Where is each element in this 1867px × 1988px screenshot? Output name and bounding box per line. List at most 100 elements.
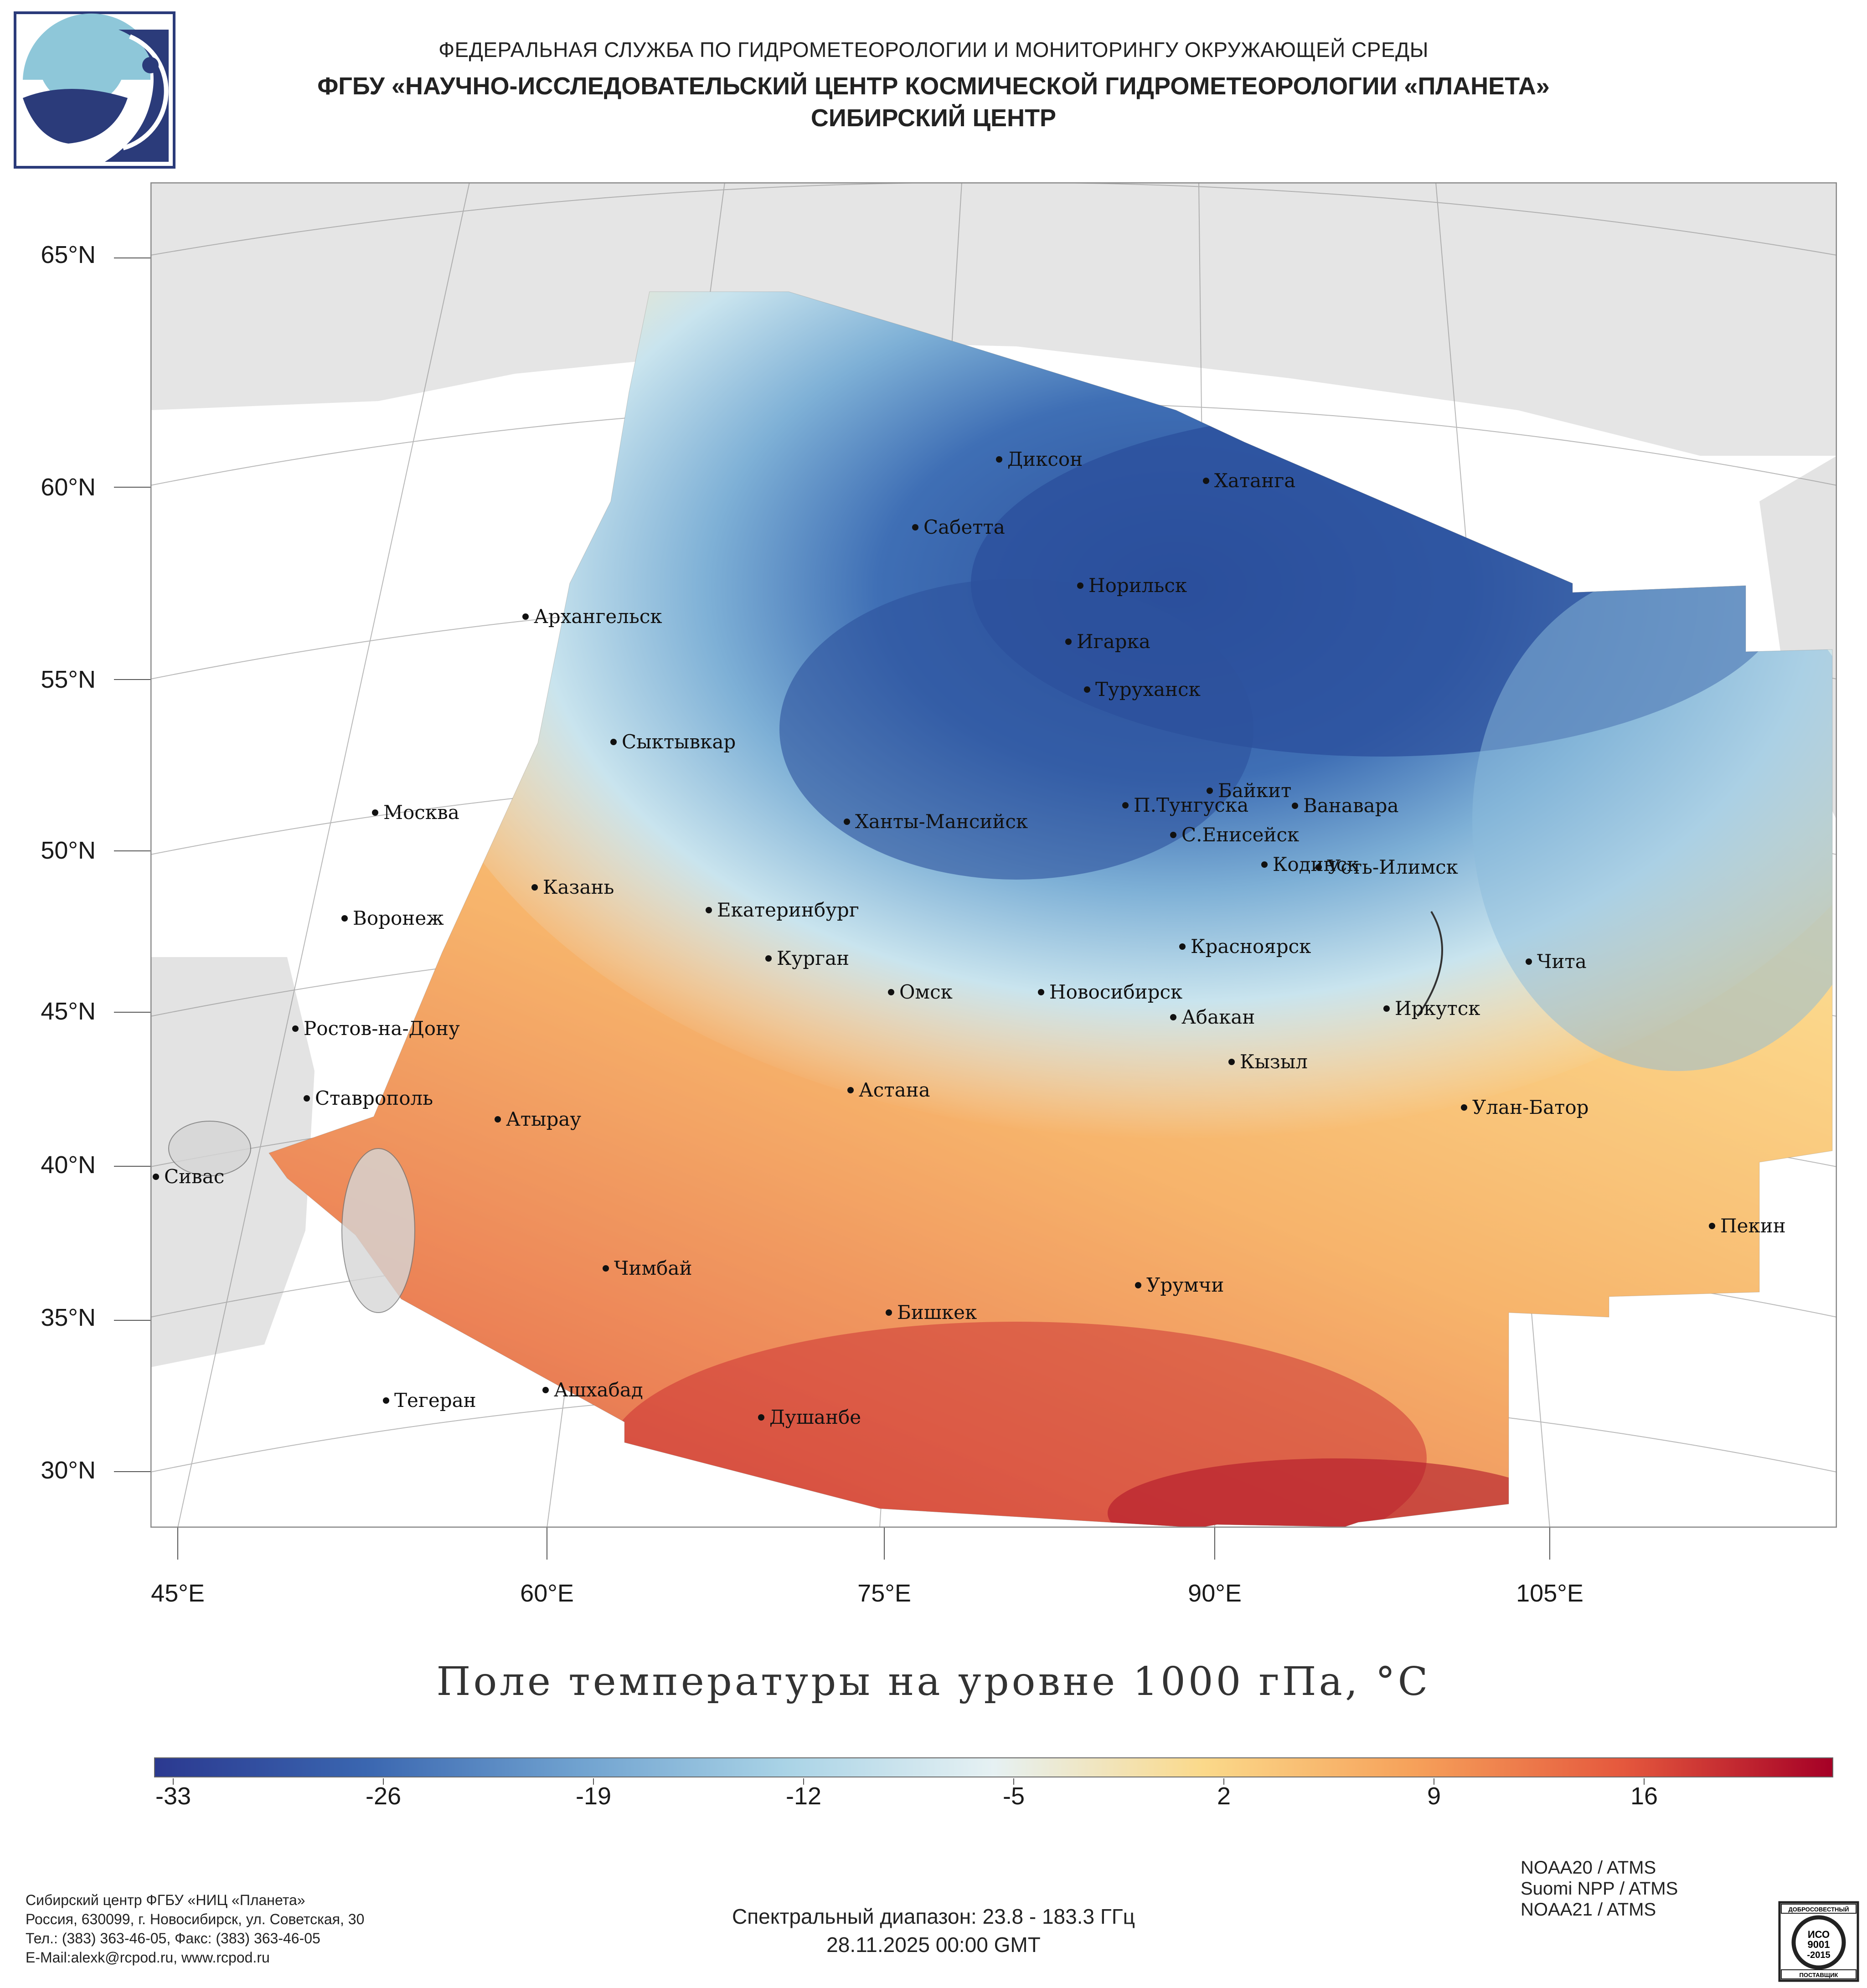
header-agency: ФЕДЕРАЛЬНАЯ СЛУЖБА ПО ГИДРОМЕТЕОРОЛОГИИ … xyxy=(438,38,1429,62)
city-dot xyxy=(1077,582,1083,589)
city-label: Абакан xyxy=(1181,1006,1255,1028)
city-dot xyxy=(1383,1005,1390,1012)
city-marker: Курган xyxy=(765,947,849,969)
city-dot xyxy=(1203,478,1209,484)
city-dot xyxy=(1207,788,1213,794)
svg-text:-2015: -2015 xyxy=(1807,1950,1830,1960)
colorbar-tick-label: -12 xyxy=(785,1782,822,1810)
city-dot xyxy=(542,1387,549,1393)
city-dot xyxy=(153,1174,159,1180)
city-label: Игарка xyxy=(1077,630,1150,653)
iso-certificate-stamp: ДОБРОСОВЕСТНЫЙ ИСО 9001 -2015 ПОСТАВЩИК xyxy=(1778,1901,1859,1982)
city-dot xyxy=(341,915,348,922)
colorbar-tick xyxy=(1644,1778,1645,1785)
city-label: Казань xyxy=(543,876,614,898)
city-label: Норильск xyxy=(1088,574,1187,597)
city-label: Урумчи xyxy=(1146,1274,1224,1296)
city-dot xyxy=(292,1025,299,1032)
city-label: Ашхабад xyxy=(554,1379,643,1401)
lon-label-60: 60°E xyxy=(520,1580,574,1607)
city-label: Диксон xyxy=(1007,448,1083,470)
city-dot xyxy=(996,456,1002,463)
city-label: Астана xyxy=(859,1079,930,1101)
city-label: Омск xyxy=(899,981,953,1003)
svg-text:9001: 9001 xyxy=(1808,1939,1830,1950)
city-dot xyxy=(1228,1059,1235,1065)
city-label: Ростов-на-Дону xyxy=(304,1017,460,1040)
city-dot xyxy=(304,1095,310,1102)
city-marker: Туруханск xyxy=(1084,678,1201,700)
lon-label-90: 90°E xyxy=(1188,1580,1242,1607)
colorbar-tick-label: -19 xyxy=(575,1782,612,1810)
colorbar-tick-label: -33 xyxy=(155,1782,191,1810)
city-marker: Сивас xyxy=(153,1165,224,1188)
svg-text:ДОБРОСОВЕСТНЫЙ: ДОБРОСОВЕСТНЫЙ xyxy=(1788,1906,1849,1913)
city-label: Тегеран xyxy=(394,1389,476,1411)
city-label: С.Енисейск xyxy=(1181,824,1299,846)
city-label: П.Тунгуска xyxy=(1134,794,1248,816)
lat-label-55: 55°N xyxy=(41,666,96,693)
city-marker: С.Енисейск xyxy=(1170,824,1299,846)
svg-text:ПОСТАВЩИК: ПОСТАВЩИК xyxy=(1800,1972,1838,1978)
city-marker: П.Тунгуска xyxy=(1122,794,1248,816)
org-line: Тел.: (383) 363-46-05, Факс: (383) 363-4… xyxy=(26,1930,320,1947)
city-marker: Сабетта xyxy=(912,516,1005,538)
city-dot xyxy=(1526,958,1532,965)
city-marker: Тегеран xyxy=(383,1389,476,1411)
city-markers: Диксон Хатанга Сабетта Норильск Архангельск И… xyxy=(153,448,1786,1428)
city-label: Москва xyxy=(383,801,459,824)
city-marker: Чита xyxy=(1526,950,1587,973)
city-marker: Усть-Илимск xyxy=(1315,856,1458,878)
lat-label-50: 50°N xyxy=(41,837,96,864)
org-line: Россия, 630099, г. Новосибирск, ул. Сове… xyxy=(26,1911,365,1927)
lat-label-45: 45°N xyxy=(41,998,96,1025)
colorbar xyxy=(154,1757,1833,1777)
city-dot xyxy=(1135,1282,1141,1288)
city-label: Хатанга xyxy=(1214,469,1295,492)
city-dot xyxy=(1292,803,1298,809)
city-dot xyxy=(1179,943,1186,950)
city-marker: Новосибирск xyxy=(1038,981,1182,1003)
city-dot xyxy=(1065,639,1072,645)
lon-label-105: 105°E xyxy=(1516,1580,1583,1607)
city-dot xyxy=(912,524,918,530)
city-dot xyxy=(372,809,378,816)
city-label: Иркутск xyxy=(1395,997,1480,1020)
city-dot xyxy=(531,884,538,891)
city-dot xyxy=(610,739,617,745)
city-label: Чита xyxy=(1537,950,1587,973)
city-dot xyxy=(1170,832,1176,838)
city-marker: Красноярск xyxy=(1179,935,1311,958)
colorbar-tick-label: 16 xyxy=(1630,1782,1658,1810)
city-dot xyxy=(495,1116,501,1123)
city-label: Сивас xyxy=(164,1165,224,1188)
city-marker: Архангельск xyxy=(522,605,662,628)
city-label: Сабетта xyxy=(923,516,1005,538)
city-label: Сыктывкар xyxy=(622,731,736,753)
city-marker: Ванавара xyxy=(1292,794,1399,817)
city-dot xyxy=(522,613,529,620)
city-dot xyxy=(1038,989,1044,995)
city-marker: Абакан xyxy=(1170,1006,1255,1028)
city-label: Ханты-Мансийск xyxy=(855,810,1028,833)
lat-label-35: 35°N xyxy=(41,1304,96,1331)
city-marker: Омск xyxy=(888,981,953,1003)
city-label: Кызыл xyxy=(1240,1051,1308,1073)
city-marker: Москва xyxy=(372,801,459,824)
city-marker: Игарка xyxy=(1065,630,1150,653)
city-marker: Пекин xyxy=(1709,1215,1786,1237)
city-marker: Иркутск xyxy=(1383,997,1480,1020)
city-marker: Чимбай xyxy=(603,1257,692,1279)
city-marker: Сыктывкар xyxy=(610,731,736,753)
city-marker: Воронеж xyxy=(341,907,444,929)
colorbar-tick-label: 2 xyxy=(1217,1782,1231,1810)
lat-label-30: 30°N xyxy=(41,1457,96,1484)
city-marker: Кызыл xyxy=(1228,1051,1308,1073)
city-marker: Бишкек xyxy=(886,1301,977,1324)
city-dot xyxy=(1315,864,1322,870)
city-label: Душанбе xyxy=(769,1406,861,1428)
city-label: Атырау xyxy=(506,1108,581,1130)
satellite-item: NOAA21 / ATMS xyxy=(1521,1900,1656,1920)
city-dot xyxy=(383,1397,389,1404)
city-dot xyxy=(847,1087,854,1093)
